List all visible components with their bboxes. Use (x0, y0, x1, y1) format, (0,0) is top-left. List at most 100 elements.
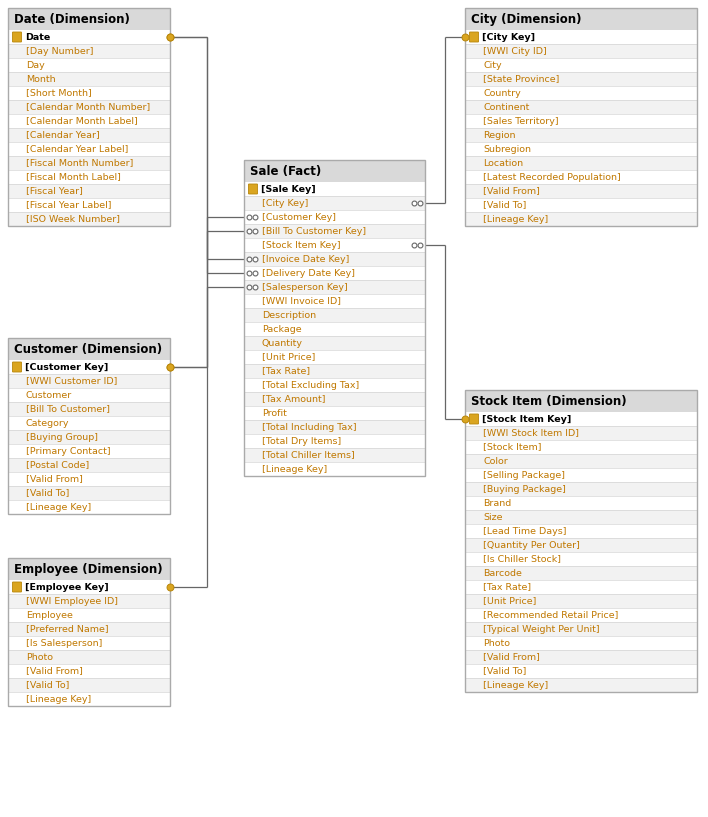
Text: [City Key]: [City Key] (262, 199, 309, 208)
Bar (244, 266, 425, 280)
Text: [Lead Time Days]: [Lead Time Days] (483, 526, 566, 535)
Bar (244, 160, 425, 182)
Text: [Quantity Per Outer]: [Quantity Per Outer] (483, 541, 580, 550)
Bar (8, 594, 170, 608)
Text: [Buying Package]: [Buying Package] (483, 484, 566, 493)
Text: City: City (483, 60, 502, 69)
Bar (465, 212, 697, 226)
Bar (465, 128, 697, 142)
Bar (244, 224, 425, 238)
Bar (465, 156, 697, 170)
Bar (244, 294, 425, 308)
Text: [Total Dry Items]: [Total Dry Items] (262, 436, 341, 445)
Bar (465, 198, 697, 212)
Text: Subregion: Subregion (483, 145, 531, 154)
Text: [Valid From]: [Valid From] (483, 186, 540, 195)
Text: Country: Country (483, 88, 521, 97)
Text: Category: Category (26, 418, 69, 427)
Bar (465, 678, 697, 692)
Text: Customer: Customer (26, 391, 72, 400)
Bar (465, 8, 697, 30)
Text: [Day Number]: [Day Number] (26, 47, 93, 56)
Text: [Tax Amount]: [Tax Amount] (262, 395, 326, 404)
Text: [Sales Territory]: [Sales Territory] (483, 117, 559, 126)
Bar (8, 8, 170, 30)
Text: [Customer Key]: [Customer Key] (25, 363, 108, 372)
Text: [Fiscal Year Label]: [Fiscal Year Label] (26, 200, 111, 209)
Text: Location: Location (483, 158, 523, 167)
Text: Profit: Profit (262, 408, 287, 417)
Bar (465, 524, 697, 538)
Bar (8, 650, 170, 664)
Bar (8, 678, 170, 692)
Bar (465, 86, 697, 100)
Text: Region: Region (483, 131, 515, 140)
Text: Employee: Employee (26, 610, 73, 619)
Text: [Is Salesperson]: [Is Salesperson] (26, 639, 103, 648)
Bar (465, 426, 697, 440)
Bar (8, 100, 170, 114)
Text: [Buying Group]: [Buying Group] (26, 432, 98, 441)
Bar (465, 44, 697, 58)
Text: [Fiscal Month Number]: [Fiscal Month Number] (26, 158, 133, 167)
Bar (244, 210, 425, 224)
Bar (8, 374, 170, 388)
Bar (465, 594, 697, 608)
Text: [Valid To]: [Valid To] (26, 489, 69, 498)
Bar (465, 482, 697, 496)
Text: [Delivery Date Key]: [Delivery Date Key] (262, 269, 355, 278)
Bar (244, 182, 425, 196)
Bar (8, 430, 170, 444)
Text: [Tax Rate]: [Tax Rate] (262, 367, 310, 376)
Bar (8, 170, 170, 184)
Bar (465, 510, 697, 524)
Bar (244, 364, 425, 378)
Bar (8, 72, 170, 86)
Bar (8, 402, 170, 416)
Bar (465, 468, 697, 482)
Text: [Employee Key]: [Employee Key] (25, 583, 109, 592)
Bar (8, 360, 170, 374)
Text: [Valid From]: [Valid From] (26, 667, 83, 676)
Bar (8, 486, 170, 500)
Bar (244, 420, 425, 434)
Bar (465, 390, 697, 412)
Bar (465, 72, 697, 86)
Text: [Valid To]: [Valid To] (26, 681, 69, 690)
FancyBboxPatch shape (13, 362, 21, 372)
Text: [Bill To Customer]: [Bill To Customer] (26, 404, 110, 413)
Text: [Typical Weight Per Unit]: [Typical Weight Per Unit] (483, 624, 600, 633)
Bar (465, 440, 697, 454)
Bar (465, 538, 697, 552)
Text: Date (Dimension): Date (Dimension) (14, 12, 130, 25)
Text: [Invoice Date Key]: [Invoice Date Key] (262, 255, 349, 264)
Bar (465, 496, 697, 510)
Bar (8, 580, 170, 594)
Text: [Stock Item Key]: [Stock Item Key] (262, 240, 341, 249)
Bar (465, 552, 697, 566)
Bar (244, 336, 425, 350)
Text: Date: Date (25, 33, 50, 42)
Text: [Salesperson Key]: [Salesperson Key] (262, 283, 348, 292)
Text: [Valid To]: [Valid To] (483, 200, 526, 209)
Bar (8, 184, 170, 198)
Bar (8, 608, 170, 622)
Text: [Stock Item Key]: [Stock Item Key] (482, 414, 571, 423)
Text: [Stock Item]: [Stock Item] (483, 443, 542, 452)
Bar (244, 322, 425, 336)
Bar (244, 462, 425, 476)
Bar (465, 390, 697, 692)
Text: [Customer Key]: [Customer Key] (262, 212, 336, 221)
Bar (8, 142, 170, 156)
Text: Month: Month (26, 74, 56, 83)
Text: Quantity: Quantity (262, 338, 303, 347)
Text: Photo: Photo (26, 653, 53, 662)
Text: [Total Chiller Items]: [Total Chiller Items] (262, 450, 355, 459)
Bar (8, 8, 170, 226)
Bar (8, 500, 170, 514)
Bar (465, 114, 697, 128)
Bar (8, 636, 170, 650)
Text: [Unit Price]: [Unit Price] (262, 352, 315, 361)
Bar (244, 378, 425, 392)
Text: Continent: Continent (483, 102, 530, 111)
